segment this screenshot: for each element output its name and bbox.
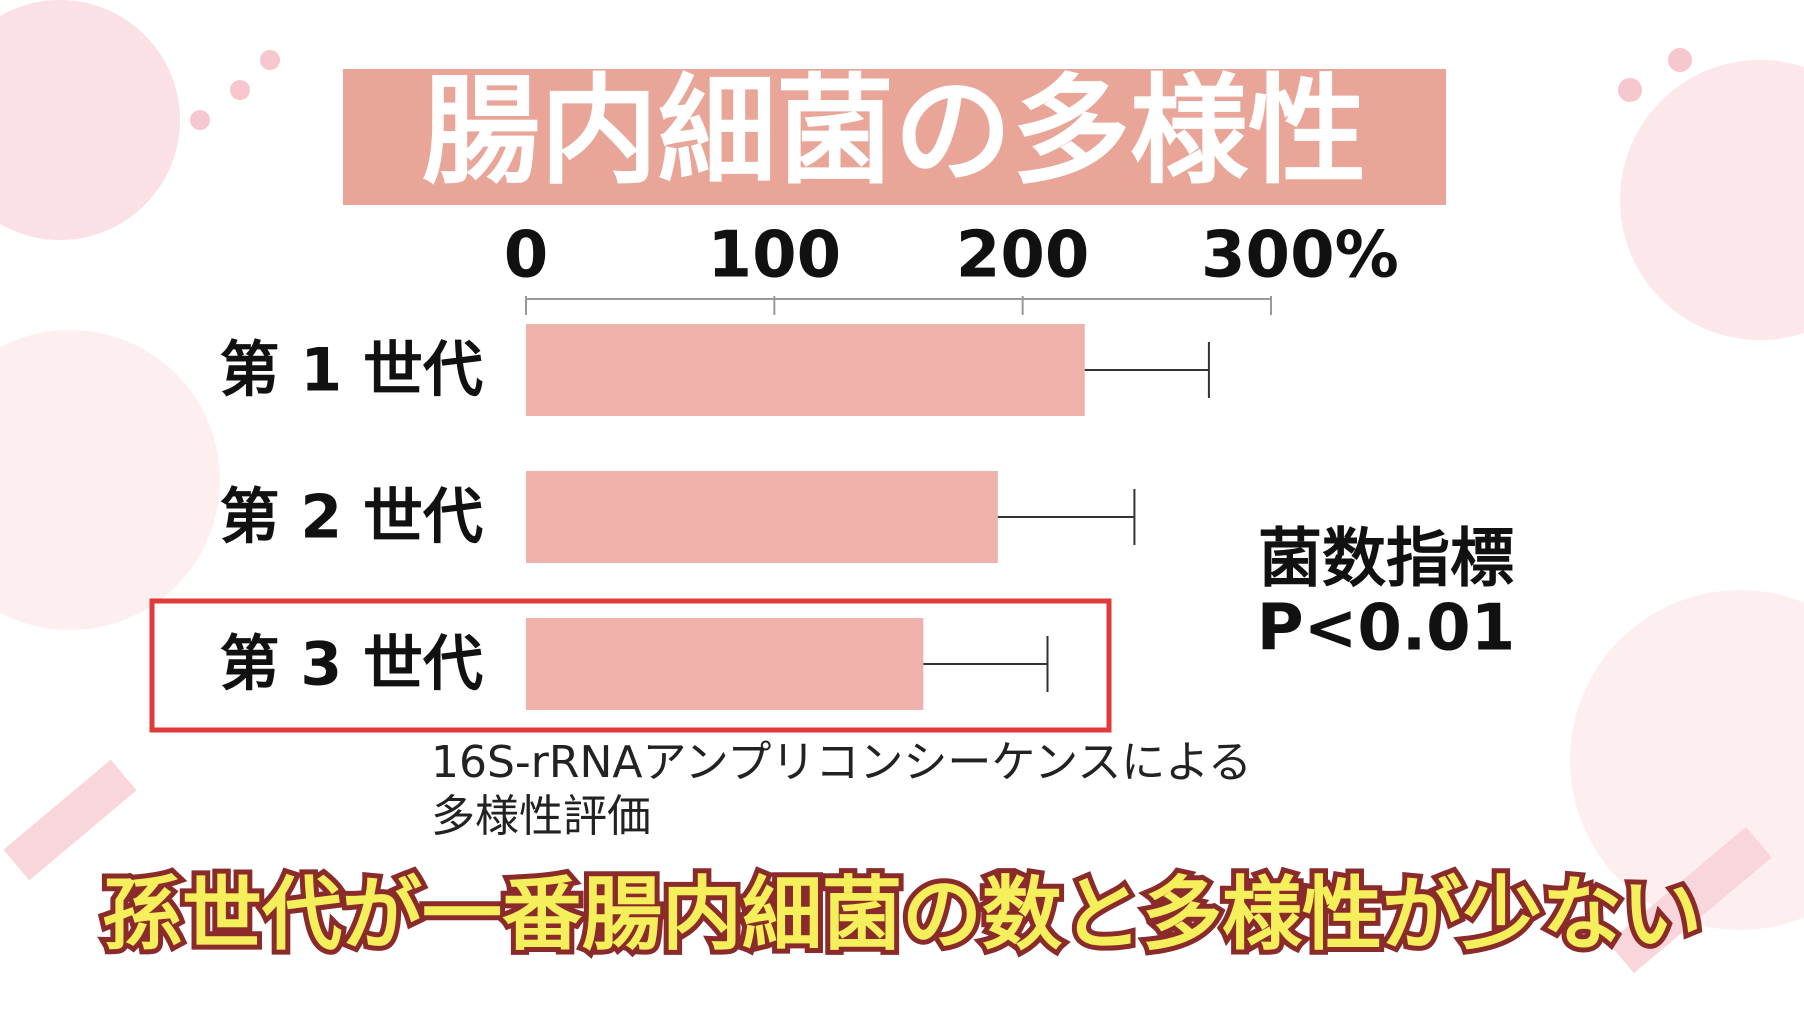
- x-tick-label: 300%: [1201, 219, 1399, 293]
- note: 16S-rRNAアンプリコンシーケンスによる: [431, 737, 1252, 788]
- highlight-box: [149, 598, 1112, 733]
- chart-title: 腸内細菌の多様性: [422, 62, 1366, 200]
- plot: 0 100 200 300% 第 1 世代第 2 世代第 3 世代: [219, 219, 1399, 710]
- y-tick-label: 第 3 世代: [219, 630, 483, 700]
- x-tick-label: 200: [956, 219, 1090, 293]
- note: 多様性評価: [431, 791, 651, 842]
- annotation: P<0.01: [1257, 592, 1515, 666]
- bar: [526, 471, 998, 563]
- bar: [526, 618, 924, 710]
- bar: [526, 324, 1085, 416]
- x-tick-label: 100: [708, 219, 842, 293]
- title-box: [343, 69, 1446, 205]
- y-tick-label: 第 1 世代: [219, 336, 483, 406]
- caption: 孫世代が一番腸内細菌の数と多様性が少ない: [102, 868, 1702, 961]
- y-tick-label: 第 2 世代: [219, 483, 483, 553]
- x-tick-label: 0: [504, 219, 549, 293]
- annotation: 菌数指標: [1258, 523, 1514, 597]
- background-decor: [0, 0, 1804, 974]
